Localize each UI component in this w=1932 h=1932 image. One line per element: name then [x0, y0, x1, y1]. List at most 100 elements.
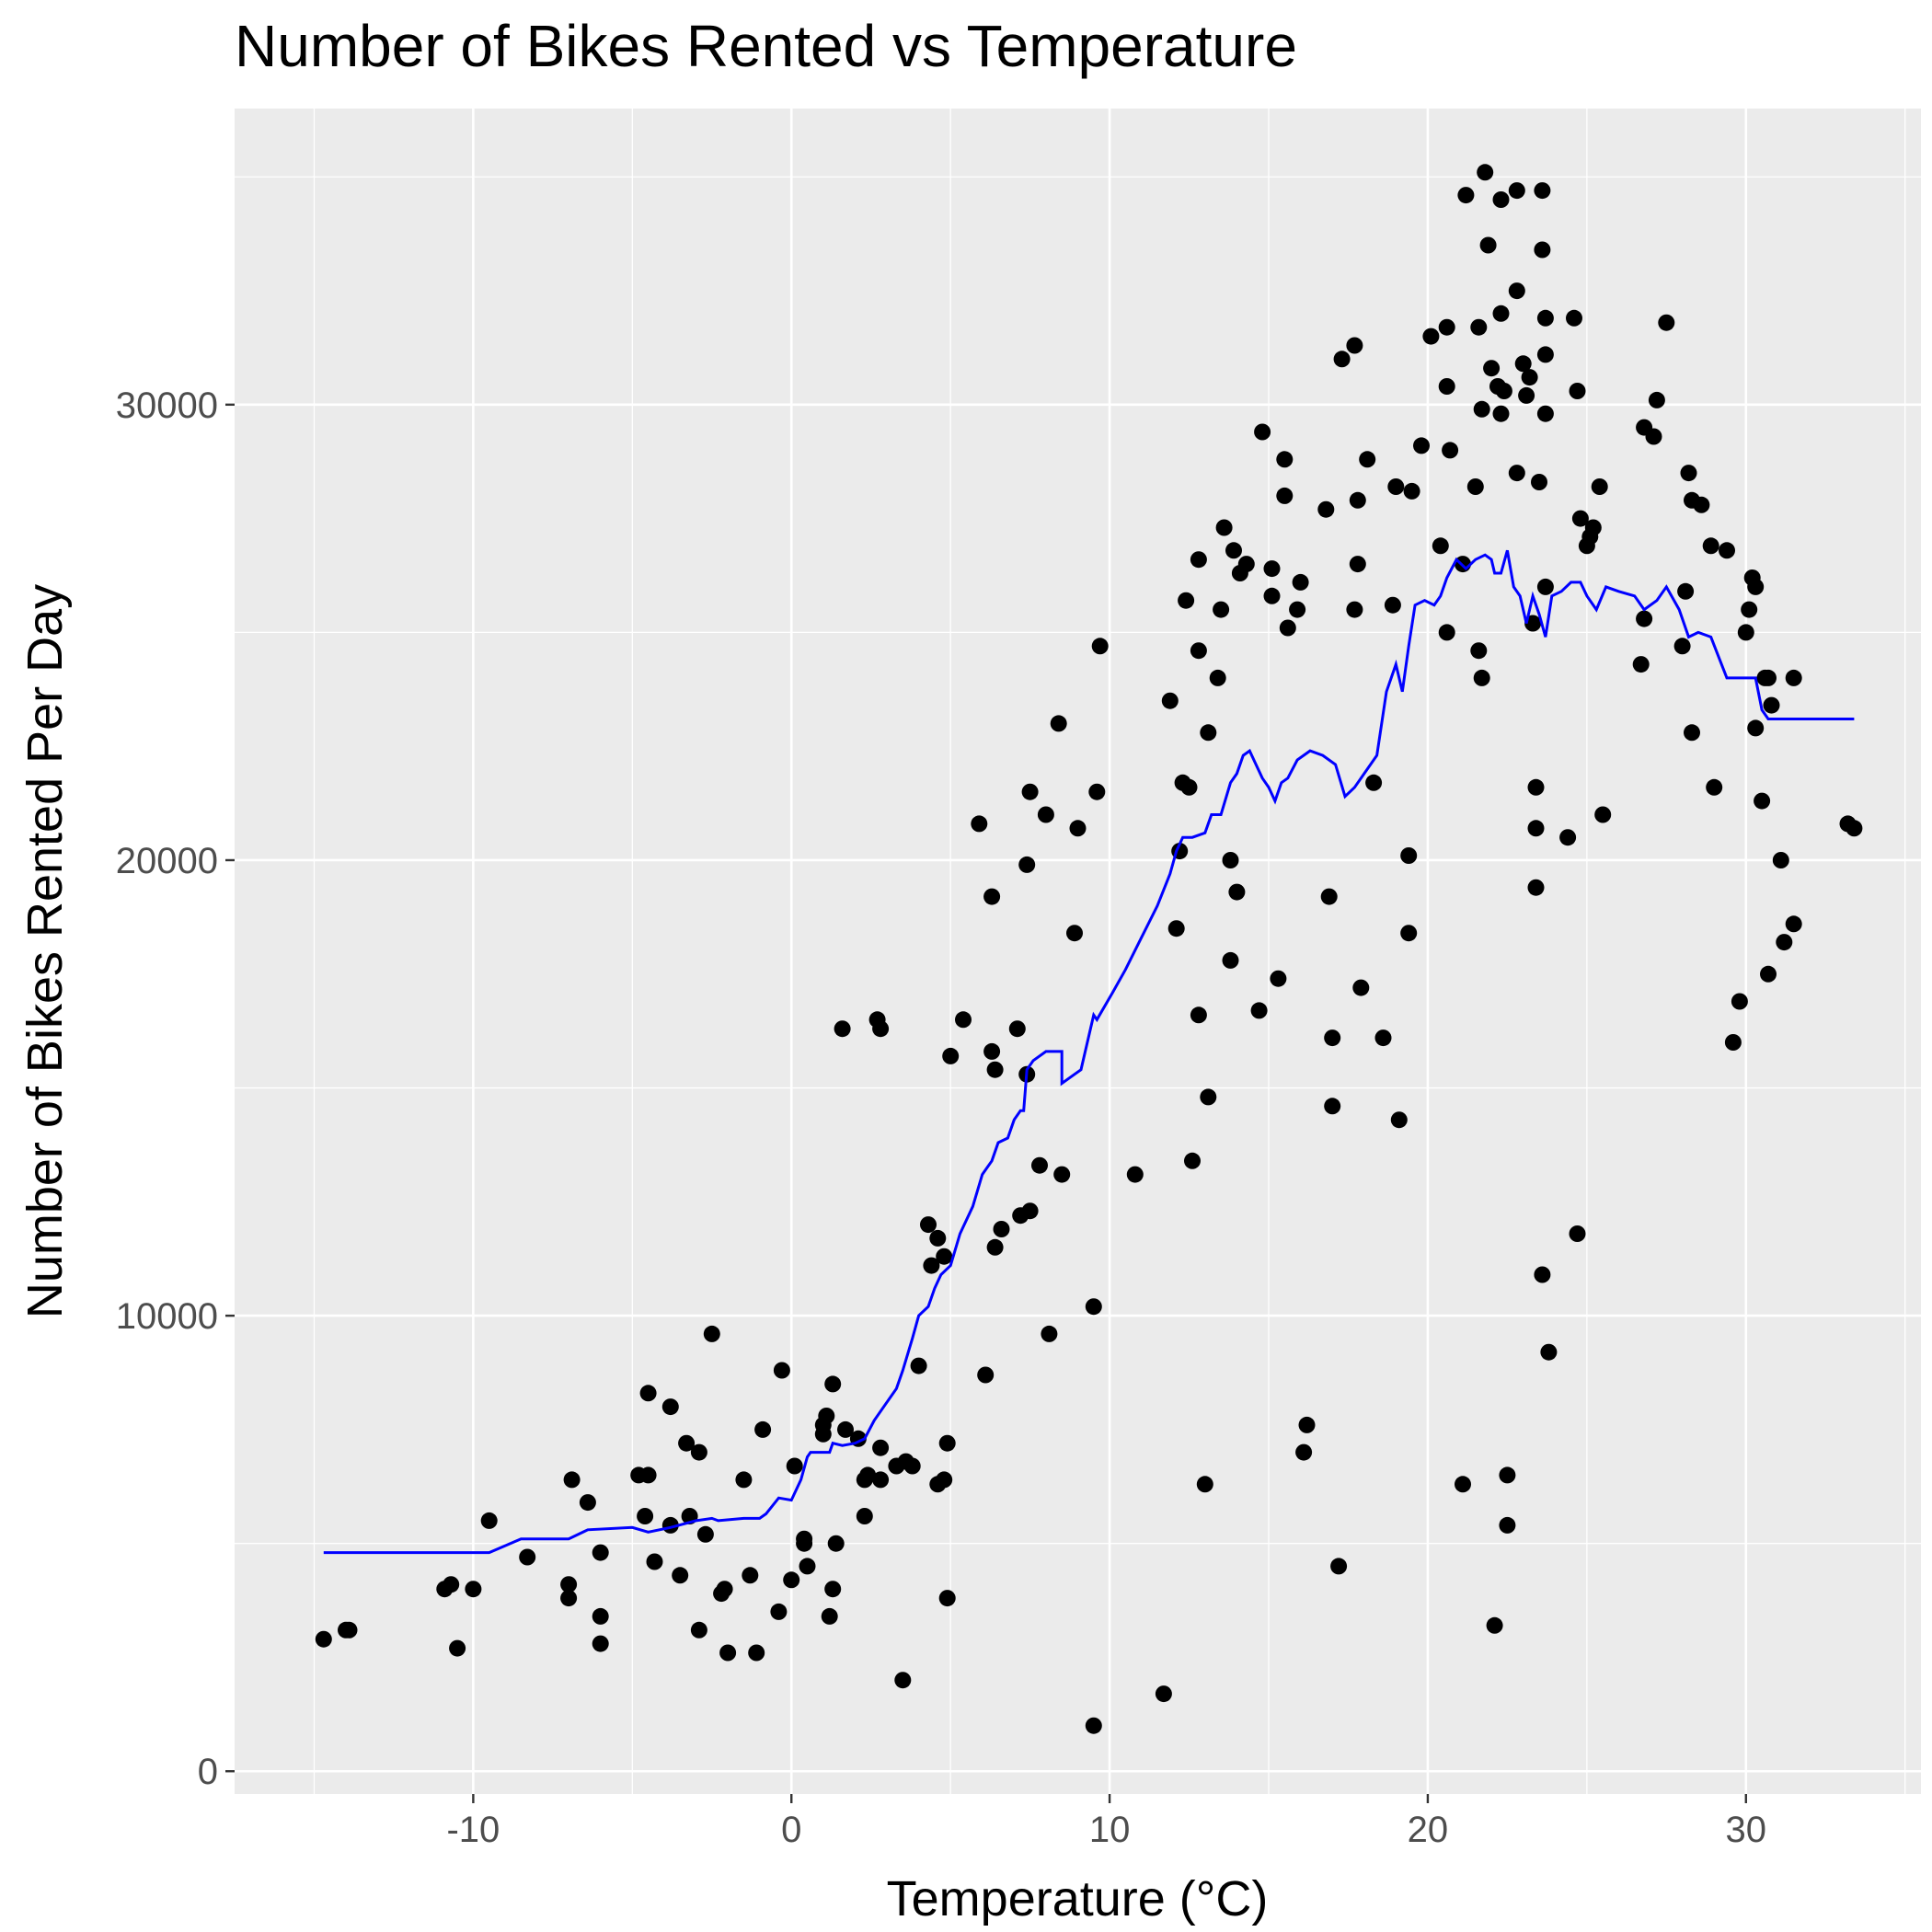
data-point: [1066, 925, 1083, 942]
x-axis-title: Temperature (°C): [887, 1871, 1269, 1926]
data-point: [1276, 487, 1294, 504]
data-point: [977, 1366, 995, 1384]
data-point: [1365, 774, 1383, 791]
data-point: [1270, 970, 1287, 987]
data-point: [1536, 405, 1554, 422]
data-point: [1470, 318, 1488, 336]
data-point: [1190, 642, 1207, 660]
data-point: [639, 1385, 657, 1402]
data-point: [1534, 1266, 1551, 1283]
data-point: [678, 1434, 696, 1452]
data-point: [719, 1644, 737, 1662]
data-point: [519, 1548, 536, 1566]
data-point: [920, 1216, 937, 1234]
data-point: [1527, 778, 1545, 796]
data-point: [1495, 383, 1512, 399]
x-tick-label: 30: [1726, 1810, 1767, 1850]
data-point: [971, 815, 988, 833]
data-point: [579, 1494, 596, 1512]
data-point: [1760, 669, 1777, 686]
data-point: [1037, 806, 1054, 823]
data-point: [1213, 601, 1230, 618]
data-point: [1785, 669, 1802, 686]
data-point: [1486, 1616, 1503, 1634]
data-point: [783, 1571, 800, 1589]
data-point: [938, 1590, 956, 1607]
data-point: [1021, 783, 1039, 800]
data-point: [696, 1525, 714, 1543]
data-point: [1719, 542, 1735, 559]
data-point: [1324, 1098, 1341, 1115]
data-point: [1167, 920, 1185, 937]
data-point: [1400, 847, 1418, 864]
data-point: [449, 1639, 466, 1657]
data-point: [1534, 182, 1551, 200]
data-point: [1196, 1476, 1213, 1493]
data-point: [1298, 1416, 1316, 1433]
data-point: [983, 888, 1001, 905]
data-point: [1772, 852, 1789, 868]
data-point: [827, 1535, 845, 1552]
data-point: [1536, 346, 1554, 363]
smooth-trend-line: [323, 549, 1855, 1555]
axes: -10 0 10 20 30 0 10000 20000 30000: [116, 385, 1766, 1850]
data-point: [1492, 191, 1510, 208]
data-point: [703, 1325, 720, 1342]
data-point: [1403, 482, 1420, 500]
data-point: [1008, 1020, 1026, 1038]
data-point: [1763, 696, 1780, 714]
data-point: [983, 1042, 1001, 1060]
data-point: [773, 1362, 790, 1379]
data-point: [824, 1581, 842, 1598]
data-point: [1263, 587, 1281, 604]
data-point: [1438, 624, 1455, 641]
data-point: [1645, 428, 1662, 445]
y-axis-title: Number of Bikes Rented Per Day: [17, 584, 73, 1318]
data-point: [1658, 314, 1675, 331]
data-point: [1237, 556, 1255, 573]
data-point: [1527, 820, 1545, 837]
data-point: [1180, 778, 1198, 796]
data-point: [1760, 965, 1777, 983]
data-point: [1569, 1225, 1586, 1242]
data-point: [1594, 806, 1612, 823]
data-point: [923, 1257, 940, 1274]
data-point: [1584, 519, 1602, 536]
data-point: [1222, 852, 1239, 868]
data-point: [443, 1576, 460, 1593]
data-point: [1527, 879, 1545, 896]
data-point: [1333, 351, 1351, 368]
data-point: [1295, 1443, 1313, 1461]
data-point: [1225, 542, 1242, 559]
data-point: [1632, 656, 1650, 673]
data-point: [646, 1553, 663, 1570]
data-point: [1754, 792, 1771, 810]
data-point: [1161, 692, 1179, 709]
data-point: [1263, 560, 1281, 578]
data-point: [1747, 719, 1765, 737]
data-point: [1317, 500, 1335, 518]
data-point: [480, 1512, 498, 1529]
data-point: [1126, 1166, 1144, 1183]
data-point: [903, 1457, 921, 1475]
data-point: [1018, 856, 1036, 873]
data-point: [1442, 442, 1459, 459]
data-point: [1228, 883, 1246, 901]
data-point: [637, 1508, 654, 1524]
data-point: [1324, 1029, 1341, 1047]
data-point: [1559, 829, 1577, 846]
data-point: [1737, 624, 1754, 641]
data-point: [1276, 451, 1294, 468]
data-point: [929, 1229, 947, 1247]
data-point: [1470, 642, 1488, 660]
data-point: [1190, 1006, 1207, 1024]
data-point: [1400, 925, 1418, 942]
data-point: [1209, 669, 1226, 686]
data-point: [560, 1576, 578, 1593]
data-point: [818, 1408, 835, 1424]
data-point: [1518, 386, 1535, 404]
data-point: [1457, 187, 1475, 204]
data-point: [1540, 1343, 1558, 1361]
data-point: [799, 1558, 816, 1575]
